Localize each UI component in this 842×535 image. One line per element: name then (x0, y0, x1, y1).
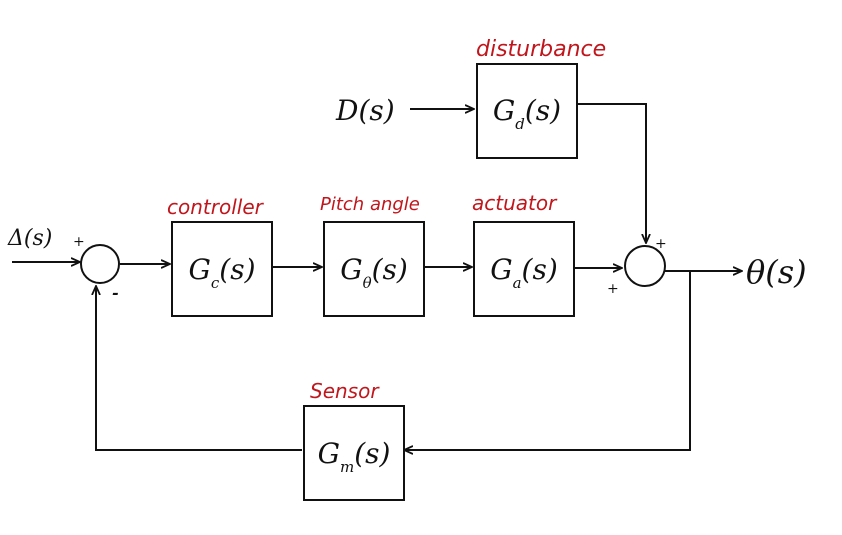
disturbance-label: disturbance (476, 37, 606, 62)
input-sum-plus-sign: + (73, 234, 85, 250)
reference-signal-label: Δ(s) (7, 226, 52, 251)
output-signal-label: θ(s) (746, 253, 807, 291)
actuator-tf: Ga(s) (490, 253, 558, 292)
controller-block: Gc(s) (171, 221, 273, 317)
disturbance-block: Gd(s) (476, 63, 578, 159)
pitch-angle-label: Pitch angle (320, 194, 420, 215)
pitch-angle-tf: Gθ(s) (340, 253, 408, 292)
output-sum-plus-top: + (655, 236, 667, 252)
output-sum-plus-left: + (607, 281, 619, 297)
wire-feedback-to-sensor (404, 271, 691, 450)
input-summing-junction: + - (73, 234, 120, 302)
sensor-block: Gm(s) (303, 405, 405, 501)
actuator-label: actuator (472, 191, 558, 215)
actuator-block: Ga(s) (473, 221, 575, 317)
wire-disturbance-to-sum (578, 103, 646, 243)
wire-sensor-to-sum (96, 286, 302, 451)
sensor-tf: Gm(s) (318, 437, 391, 476)
controller-label: controller (167, 195, 265, 219)
sensor-label: Sensor (310, 379, 380, 403)
disturbance-input-label: D(s) (335, 94, 395, 127)
output-summing-junction: + + (607, 236, 667, 297)
pitch-angle-block: Gθ(s) (323, 221, 425, 317)
disturbance-tf: Gd(s) (493, 94, 561, 133)
input-sum-minus-sign: - (112, 283, 119, 302)
controller-tf: Gc(s) (189, 253, 256, 292)
